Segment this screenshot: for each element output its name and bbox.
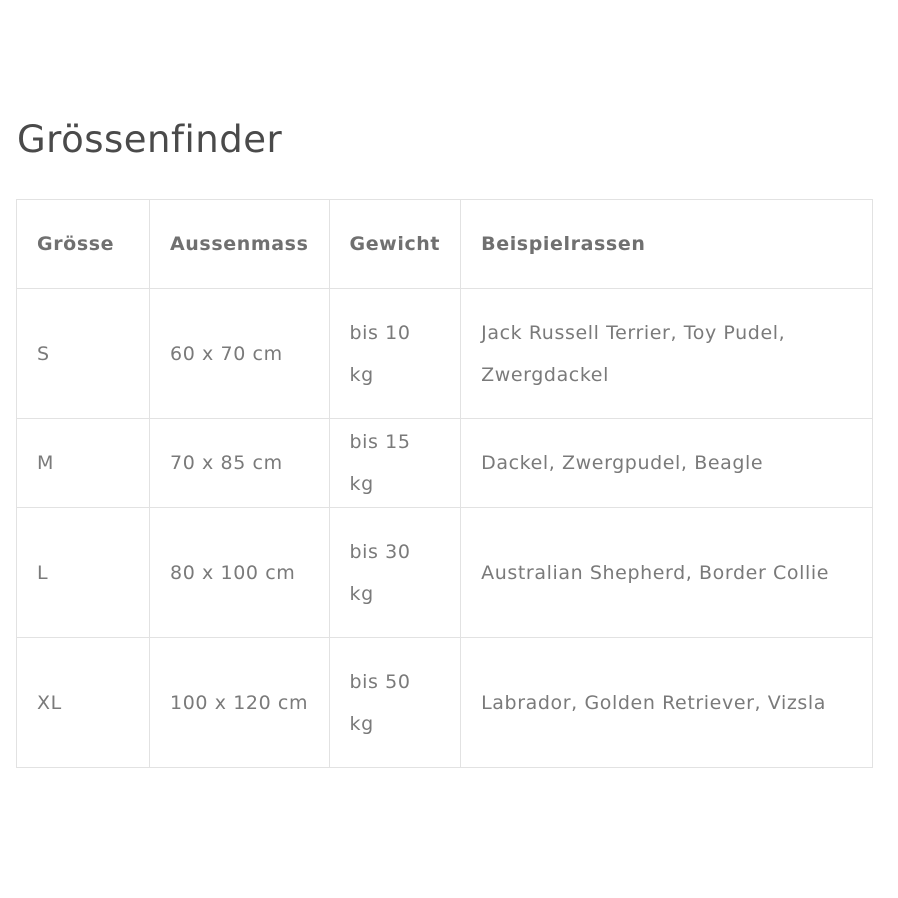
cell-size: XL — [16, 637, 150, 768]
header-breeds: Beispielrassen — [460, 199, 873, 289]
table-row: XL 100 x 120 cm bis 50 kg Labrador, Gold… — [16, 637, 873, 768]
table-row: M 70 x 85 cm bis 15 kg Dackel, Zwergpude… — [16, 418, 873, 508]
cell-breeds: Dackel, Zwergpudel, Beagle — [460, 418, 873, 508]
header-size: Grösse — [16, 199, 150, 289]
cell-weight: bis 50 kg — [328, 637, 462, 768]
cell-breeds: Australian Shepherd, Border Collie — [460, 507, 873, 638]
cell-size: S — [16, 288, 150, 419]
cell-size: L — [16, 507, 150, 638]
cell-dimensions: 60 x 70 cm — [149, 288, 330, 419]
cell-dimensions: 100 x 120 cm — [149, 637, 330, 768]
cell-breeds: Jack Russell Terrier, Toy Pudel, Zwergda… — [460, 288, 873, 419]
cell-weight: bis 15 kg — [328, 418, 462, 508]
cell-dimensions: 70 x 85 cm — [149, 418, 330, 508]
cell-size: M — [16, 418, 150, 508]
header-dimensions: Aussenmass — [149, 199, 330, 289]
cell-weight: bis 10 kg — [328, 288, 462, 419]
page-title: Grössenfinder — [17, 118, 283, 161]
cell-dimensions: 80 x 100 cm — [149, 507, 330, 638]
table-row: L 80 x 100 cm bis 30 kg Australian Sheph… — [16, 507, 873, 638]
cell-weight: bis 30 kg — [328, 507, 462, 638]
cell-breeds: Labrador, Golden Retriever, Vizsla — [460, 637, 873, 768]
size-table: Grösse Aussenmass Gewicht Beispielrassen… — [16, 199, 873, 768]
table-header-row: Grösse Aussenmass Gewicht Beispielrassen — [16, 199, 873, 289]
header-weight: Gewicht — [328, 199, 462, 289]
table-row: S 60 x 70 cm bis 10 kg Jack Russell Terr… — [16, 288, 873, 419]
